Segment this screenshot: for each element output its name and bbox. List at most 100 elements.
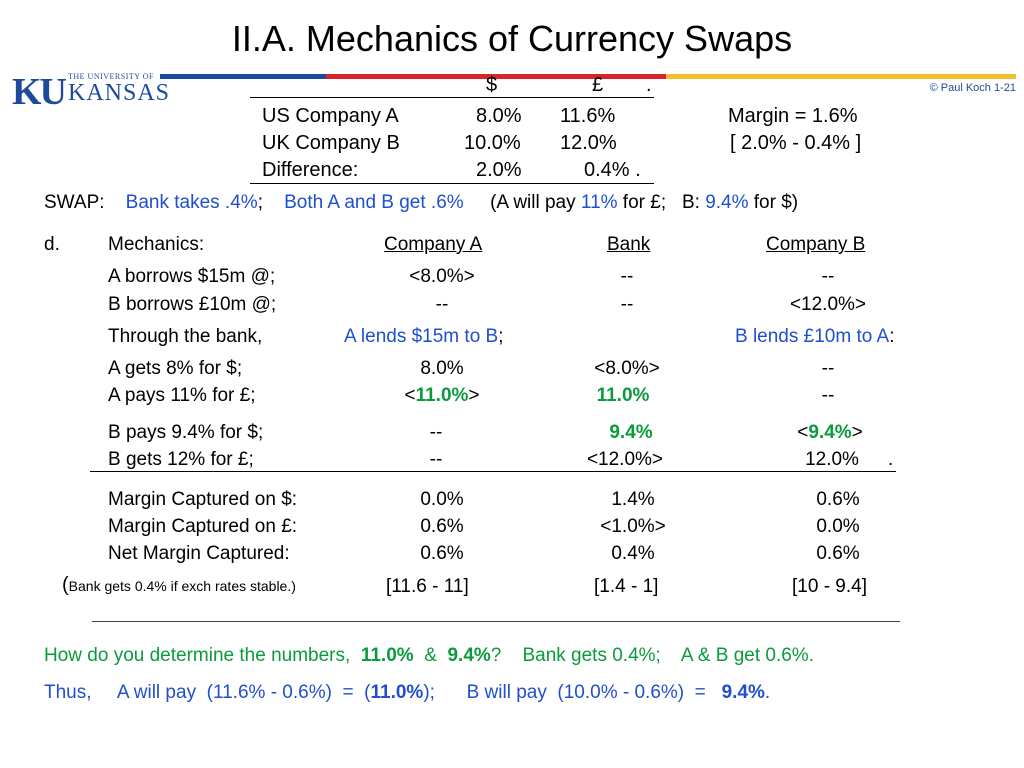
swap-a-will-pay: (A will pay [490, 192, 581, 213]
row-label: B pays 9.4% for $; [108, 422, 264, 443]
cell-bank: <1.0%> [600, 516, 666, 537]
cell-company-a: <11.0%> [390, 385, 494, 407]
question-value-1: 11.0% [360, 645, 414, 666]
swap-both-get: Both A and B get .6% [284, 192, 464, 213]
swap-bank-takes: Bank takes .4% [125, 192, 258, 213]
cell-bank: 11.0% [596, 385, 650, 406]
cell-company-b: 0.6% [816, 489, 860, 510]
bracket-close: > [468, 385, 480, 406]
col-gbp-header: £ [592, 74, 604, 96]
logo-university-text: THE UNIVERSITY OF [68, 72, 154, 81]
b-lends-text: B lends £10m to A [735, 326, 890, 347]
rates-row-label: US Company A [262, 105, 399, 127]
bracket-open: < [404, 385, 416, 406]
rates-row-usd: 10.0% [464, 132, 521, 154]
cell-company-a: <8.0%> [409, 266, 475, 287]
cell-bank: 0.4% [611, 543, 655, 564]
cell-bank: -- [620, 266, 634, 287]
a-lends-line: A lends $15m to B; [344, 326, 504, 348]
note-line: (Bank gets 0.4% if exch rates stable.) [62, 574, 296, 597]
logo-initials: KU [12, 71, 67, 113]
cell-company-a: 0.6% [420, 516, 464, 537]
mechanics-rule [90, 471, 896, 472]
a-lends-text: A lends $15m to B [344, 326, 499, 347]
col-usd-header: $ [486, 74, 498, 96]
copyright-text: © Paul Koch 1-21 [929, 82, 1016, 94]
thus-value-2: 9.4% [721, 682, 765, 703]
row-label: A borrows $15m @; [108, 266, 276, 287]
col-header-end: . [646, 74, 652, 96]
rates-row-usd: 8.0% [476, 105, 522, 127]
col-company-b: Company B [766, 234, 866, 255]
mechanics-letter: d. [44, 234, 60, 255]
bracket-open: < [797, 422, 809, 443]
cell-company-a: -- [429, 449, 443, 470]
swap-b-rate: 9.4% [705, 192, 749, 213]
cell-company-b: 12.0% [805, 449, 859, 470]
row-label: A pays 11% for £; [108, 385, 256, 406]
swap-line: SWAP: Bank takes .4%; Both A and B get .… [44, 192, 798, 214]
cell-company-a: 0.6% [420, 543, 464, 564]
a-lends-punct: ; [498, 326, 504, 347]
question-rest: ? Bank gets 0.4%; A & B get 0.6%. [490, 645, 814, 666]
question-text: How do you determine the numbers, [44, 645, 361, 666]
cell-bank: <12.0%> [586, 449, 664, 470]
question-amp: & [413, 645, 448, 666]
cell-bank: -- [620, 294, 634, 315]
a-pays-value: 11.0% [415, 385, 469, 406]
cell-company-a: -- [429, 422, 443, 443]
cell-bank: 9.4% [609, 422, 653, 443]
row-label: B borrows £10m @; [108, 294, 277, 315]
cell-company-a: -- [435, 294, 449, 315]
mechanics-label: Mechanics: [108, 234, 205, 255]
swap-prefix: SWAP: [44, 192, 105, 213]
question-value-2: 9.4% [447, 645, 491, 666]
header-bar-yellow [666, 74, 1016, 79]
cell-company-b: 0.6% [816, 543, 860, 564]
thus-line: Thus, A will pay (11.6% - 0.6%) = (11.0%… [44, 682, 770, 704]
rates-row-label: UK Company B [262, 132, 400, 154]
rates-header-rule [250, 97, 654, 98]
calc-company-b: [10 - 9.4] [792, 576, 867, 597]
col-company-a: Company A [384, 234, 483, 255]
col-bank: Bank [607, 234, 651, 255]
note-text: Bank gets 0.4% if exch rates stable.) [68, 578, 296, 594]
margin-text: Margin = 1.6% [728, 105, 858, 127]
thus-text-3: . [764, 682, 771, 703]
thus-text-1: Thus, A will pay (11.6% - 0.6%) = ( [44, 682, 371, 703]
cell-company-b: <9.4%> [778, 422, 882, 444]
cell-company-b: <12.0%> [789, 294, 867, 315]
cell-company-b: -- [821, 385, 835, 406]
row-end-period: . [888, 449, 894, 470]
note-open-paren: ( [62, 574, 69, 596]
row-label: Margin Captured on $: [108, 489, 298, 510]
header-bar-red [326, 74, 666, 79]
row-label: Margin Captured on £: [108, 516, 298, 537]
thus-value-1: 11.0% [370, 682, 424, 703]
b-lends-line: B lends £10m to A: [735, 326, 895, 348]
thus-text-2: ); B will pay (10.0% - 0.6%) = [423, 682, 722, 703]
row-label: B gets 12% for £; [108, 449, 254, 470]
cell-company-b: 0.0% [816, 516, 860, 537]
header-bar-blue [160, 74, 326, 79]
cell-company-b: -- [821, 266, 835, 287]
calc-bank: [1.4 - 1] [594, 576, 659, 597]
margin-detail: [ 2.0% - 0.4% ] [730, 132, 862, 154]
rates-row-gbp: 0.4% . [584, 159, 641, 181]
question-line: How do you determine the numbers, 11.0% … [44, 645, 814, 667]
cell-company-a: 0.0% [420, 489, 464, 510]
rates-row-gbp: 12.0% [560, 132, 617, 154]
row-label: Net Margin Captured: [108, 543, 290, 564]
rates-row-gbp: 11.6% [560, 105, 616, 127]
swap-for-usd: for $) [748, 192, 799, 213]
cell-bank: <8.0%> [594, 358, 660, 379]
logo-kansas-text: KANSAS [68, 80, 171, 106]
section-divider [92, 621, 900, 622]
cell-company-a: 8.0% [420, 358, 464, 379]
rates-row-usd: 2.0% [476, 159, 522, 181]
swap-for-gbp: for £; B: [617, 192, 706, 213]
cell-bank: 1.4% [611, 489, 655, 510]
page-title: II.A. Mechanics of Currency Swaps [231, 18, 793, 59]
cell-company-b: -- [821, 358, 835, 379]
swap-sep: ; [257, 192, 263, 213]
